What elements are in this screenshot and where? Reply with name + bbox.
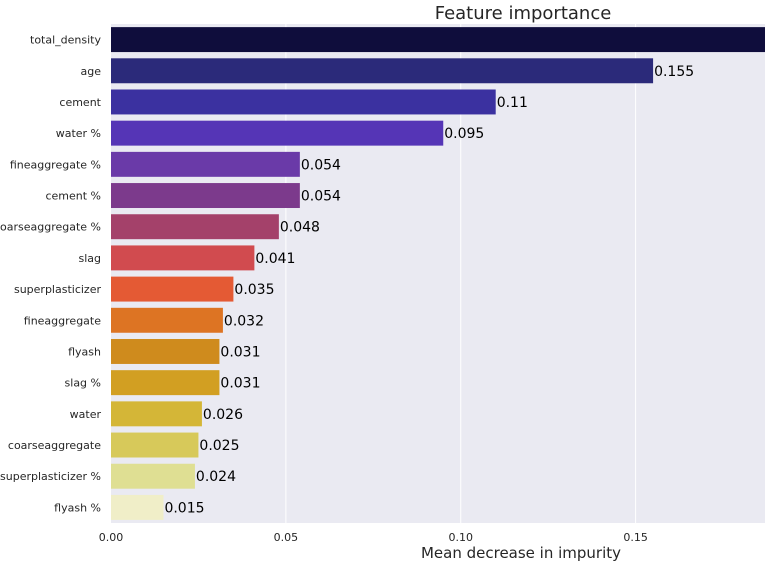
bar: [111, 151, 300, 177]
data-label: 0.035: [234, 282, 274, 298]
category-label: flyash: [68, 345, 101, 358]
bar: [111, 401, 202, 427]
bar: [111, 27, 765, 53]
value-labels: 0.155 0.11 0.095 0.054 0.054 0.048 0.041 0.035 0…: [164, 64, 694, 517]
bar: [111, 370, 220, 396]
bar: [111, 183, 300, 209]
data-label: 0.155: [654, 64, 694, 80]
x-tick-label: 0.15: [623, 531, 648, 544]
bar: [111, 276, 234, 302]
data-label: 0.095: [444, 126, 484, 142]
category-label: superplasticizer: [14, 283, 102, 296]
category-label: age: [81, 65, 102, 78]
category-label: coarseaggregate %: [0, 221, 101, 234]
bar: [111, 338, 220, 364]
bar: [111, 89, 496, 115]
data-label: 0.054: [301, 189, 341, 205]
data-label: 0.054: [301, 157, 341, 173]
bar: [111, 307, 223, 333]
bar: [111, 432, 199, 458]
x-tick-label: 0.05: [274, 531, 299, 544]
category-label: superplasticizer %: [0, 470, 101, 483]
x-tick-label: 0.10: [448, 531, 473, 544]
bar: [111, 245, 255, 271]
category-label: slag %: [65, 377, 101, 390]
category-label: total_density: [30, 34, 101, 47]
bar: [111, 214, 279, 240]
data-label: 0.032: [224, 313, 264, 329]
bar: [111, 494, 164, 520]
category-label: fineaggregate: [24, 314, 101, 327]
bars: [111, 27, 765, 520]
data-label: 0.024: [196, 469, 236, 485]
category-label: flyash %: [54, 501, 101, 514]
data-label: 0.026: [203, 407, 243, 423]
data-label: 0.031: [220, 344, 260, 360]
bar: [111, 58, 654, 84]
category-label: cement: [59, 96, 101, 109]
x-tick-label: 0.00: [99, 531, 124, 544]
data-label: 0.015: [164, 500, 204, 516]
x-tick-labels: 0.00 0.05 0.10 0.15: [99, 531, 648, 544]
data-label: 0.041: [255, 251, 295, 267]
category-label: coarseaggregate: [8, 439, 101, 452]
bar: [111, 120, 444, 146]
data-label: 0.025: [199, 438, 239, 454]
data-label: 0.031: [220, 376, 260, 392]
category-label: cement %: [45, 190, 101, 203]
category-label: slag: [78, 252, 101, 265]
category-label: water: [70, 408, 102, 421]
data-label: 0.11: [497, 95, 528, 111]
chart-title: Feature importance: [435, 3, 612, 24]
category-label: water %: [56, 127, 101, 140]
data-label: 0.048: [280, 220, 320, 236]
bar: [111, 463, 195, 489]
category-label: fineaggregate %: [10, 158, 101, 171]
x-axis-label: Mean decrease in impurity: [421, 544, 621, 562]
